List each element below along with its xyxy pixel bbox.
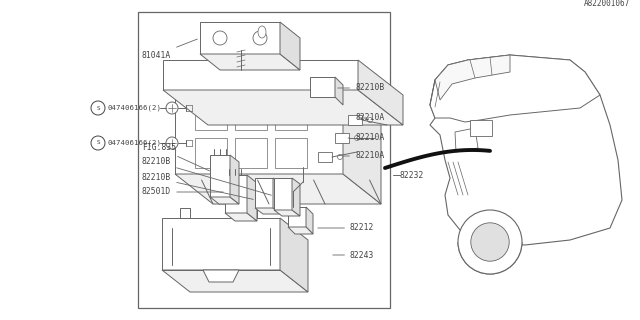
Polygon shape	[306, 207, 313, 234]
Bar	[235, 100, 267, 130]
Text: 82210A: 82210A	[348, 133, 384, 142]
Polygon shape	[430, 55, 622, 245]
Circle shape	[458, 210, 522, 274]
Polygon shape	[255, 208, 281, 214]
Bar	[235, 138, 267, 168]
Text: 81041A: 81041A	[142, 39, 197, 60]
Polygon shape	[200, 22, 280, 54]
Text: S: S	[96, 106, 100, 110]
Circle shape	[355, 135, 360, 140]
Polygon shape	[274, 178, 292, 210]
Polygon shape	[163, 60, 358, 90]
Bar	[138, 12, 390, 308]
Polygon shape	[247, 208, 257, 218]
Polygon shape	[335, 77, 343, 105]
Polygon shape	[455, 128, 478, 152]
Polygon shape	[274, 210, 300, 216]
Circle shape	[166, 137, 178, 149]
Text: 82210A: 82210A	[343, 151, 384, 161]
Circle shape	[213, 31, 227, 45]
Text: 047406166(2): 047406166(2)	[108, 105, 162, 111]
Polygon shape	[335, 133, 349, 143]
Circle shape	[299, 158, 307, 166]
Polygon shape	[180, 208, 190, 218]
Circle shape	[253, 31, 267, 45]
Text: 82210B: 82210B	[142, 157, 271, 195]
Bar	[275, 138, 307, 168]
Polygon shape	[292, 178, 300, 216]
Polygon shape	[343, 82, 381, 204]
Text: A822001067: A822001067	[584, 0, 630, 8]
Polygon shape	[255, 178, 273, 208]
Polygon shape	[200, 54, 300, 70]
Polygon shape	[280, 218, 308, 292]
Polygon shape	[203, 270, 239, 282]
Polygon shape	[162, 270, 308, 292]
Polygon shape	[225, 175, 247, 213]
Text: 82501D: 82501D	[142, 188, 223, 196]
Polygon shape	[230, 155, 239, 204]
Circle shape	[166, 102, 178, 114]
Polygon shape	[310, 77, 335, 97]
Text: S: S	[96, 140, 100, 146]
Polygon shape	[288, 207, 306, 227]
Polygon shape	[358, 60, 403, 125]
Polygon shape	[247, 175, 257, 221]
Polygon shape	[348, 115, 362, 125]
Text: 82212: 82212	[318, 223, 374, 233]
Bar	[275, 100, 307, 130]
Polygon shape	[175, 82, 343, 174]
Polygon shape	[280, 22, 300, 70]
Text: 82232: 82232	[400, 171, 424, 180]
Bar	[195, 138, 227, 168]
Polygon shape	[288, 227, 313, 234]
Text: 82210B: 82210B	[338, 84, 384, 92]
Ellipse shape	[258, 26, 266, 38]
Polygon shape	[225, 213, 257, 221]
Text: 82210A: 82210A	[355, 114, 384, 123]
Polygon shape	[273, 178, 281, 214]
Polygon shape	[175, 174, 381, 204]
Text: 82210B: 82210B	[142, 173, 253, 199]
Circle shape	[367, 117, 372, 123]
Bar	[470, 120, 492, 136]
Text: 047406166(2): 047406166(2)	[108, 140, 162, 146]
Polygon shape	[162, 218, 280, 270]
Polygon shape	[163, 90, 403, 125]
Circle shape	[471, 223, 509, 261]
Polygon shape	[318, 152, 332, 162]
Polygon shape	[210, 155, 230, 197]
Polygon shape	[210, 197, 239, 204]
Circle shape	[337, 155, 342, 159]
Polygon shape	[430, 55, 600, 122]
Polygon shape	[435, 55, 510, 100]
Text: 82243: 82243	[333, 251, 374, 260]
Text: FIG.835: FIG.835	[142, 143, 209, 171]
Bar	[195, 100, 227, 130]
